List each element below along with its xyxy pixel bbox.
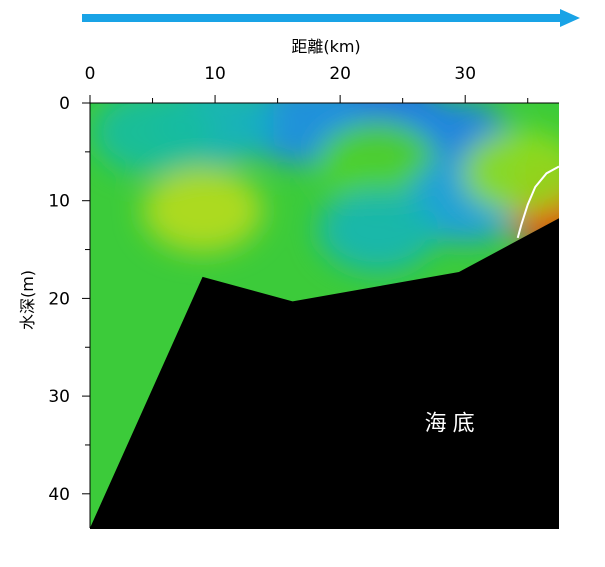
field-blob	[317, 188, 438, 273]
seabed-label: 海底	[425, 411, 481, 436]
y-axis-title: 水深(m)	[18, 270, 37, 330]
y-tick-label: 30	[48, 387, 70, 407]
axes: 0 10 20 30 0 10 20 30 40	[48, 64, 559, 528]
y-tick-label: 20	[48, 289, 70, 309]
x-tick-label: 20	[329, 64, 351, 84]
y-tick-label: 40	[48, 485, 70, 505]
direction-arrow	[82, 9, 580, 27]
x-tick-label: 30	[454, 64, 476, 84]
x-axis-title: 距離(km)	[291, 37, 360, 56]
field-blob	[92, 103, 213, 175]
y-tick-label: 0	[59, 94, 70, 114]
x-tick-label: 10	[204, 64, 226, 84]
field-blob	[142, 168, 263, 253]
heatmap-field	[90, 103, 559, 528]
x-tick-label: 0	[85, 64, 96, 84]
y-tick-label: 10	[48, 192, 70, 212]
seabed-area	[90, 218, 559, 529]
field-blob	[461, 129, 559, 214]
field-blob	[317, 119, 438, 204]
isoline-contour	[516, 165, 560, 239]
